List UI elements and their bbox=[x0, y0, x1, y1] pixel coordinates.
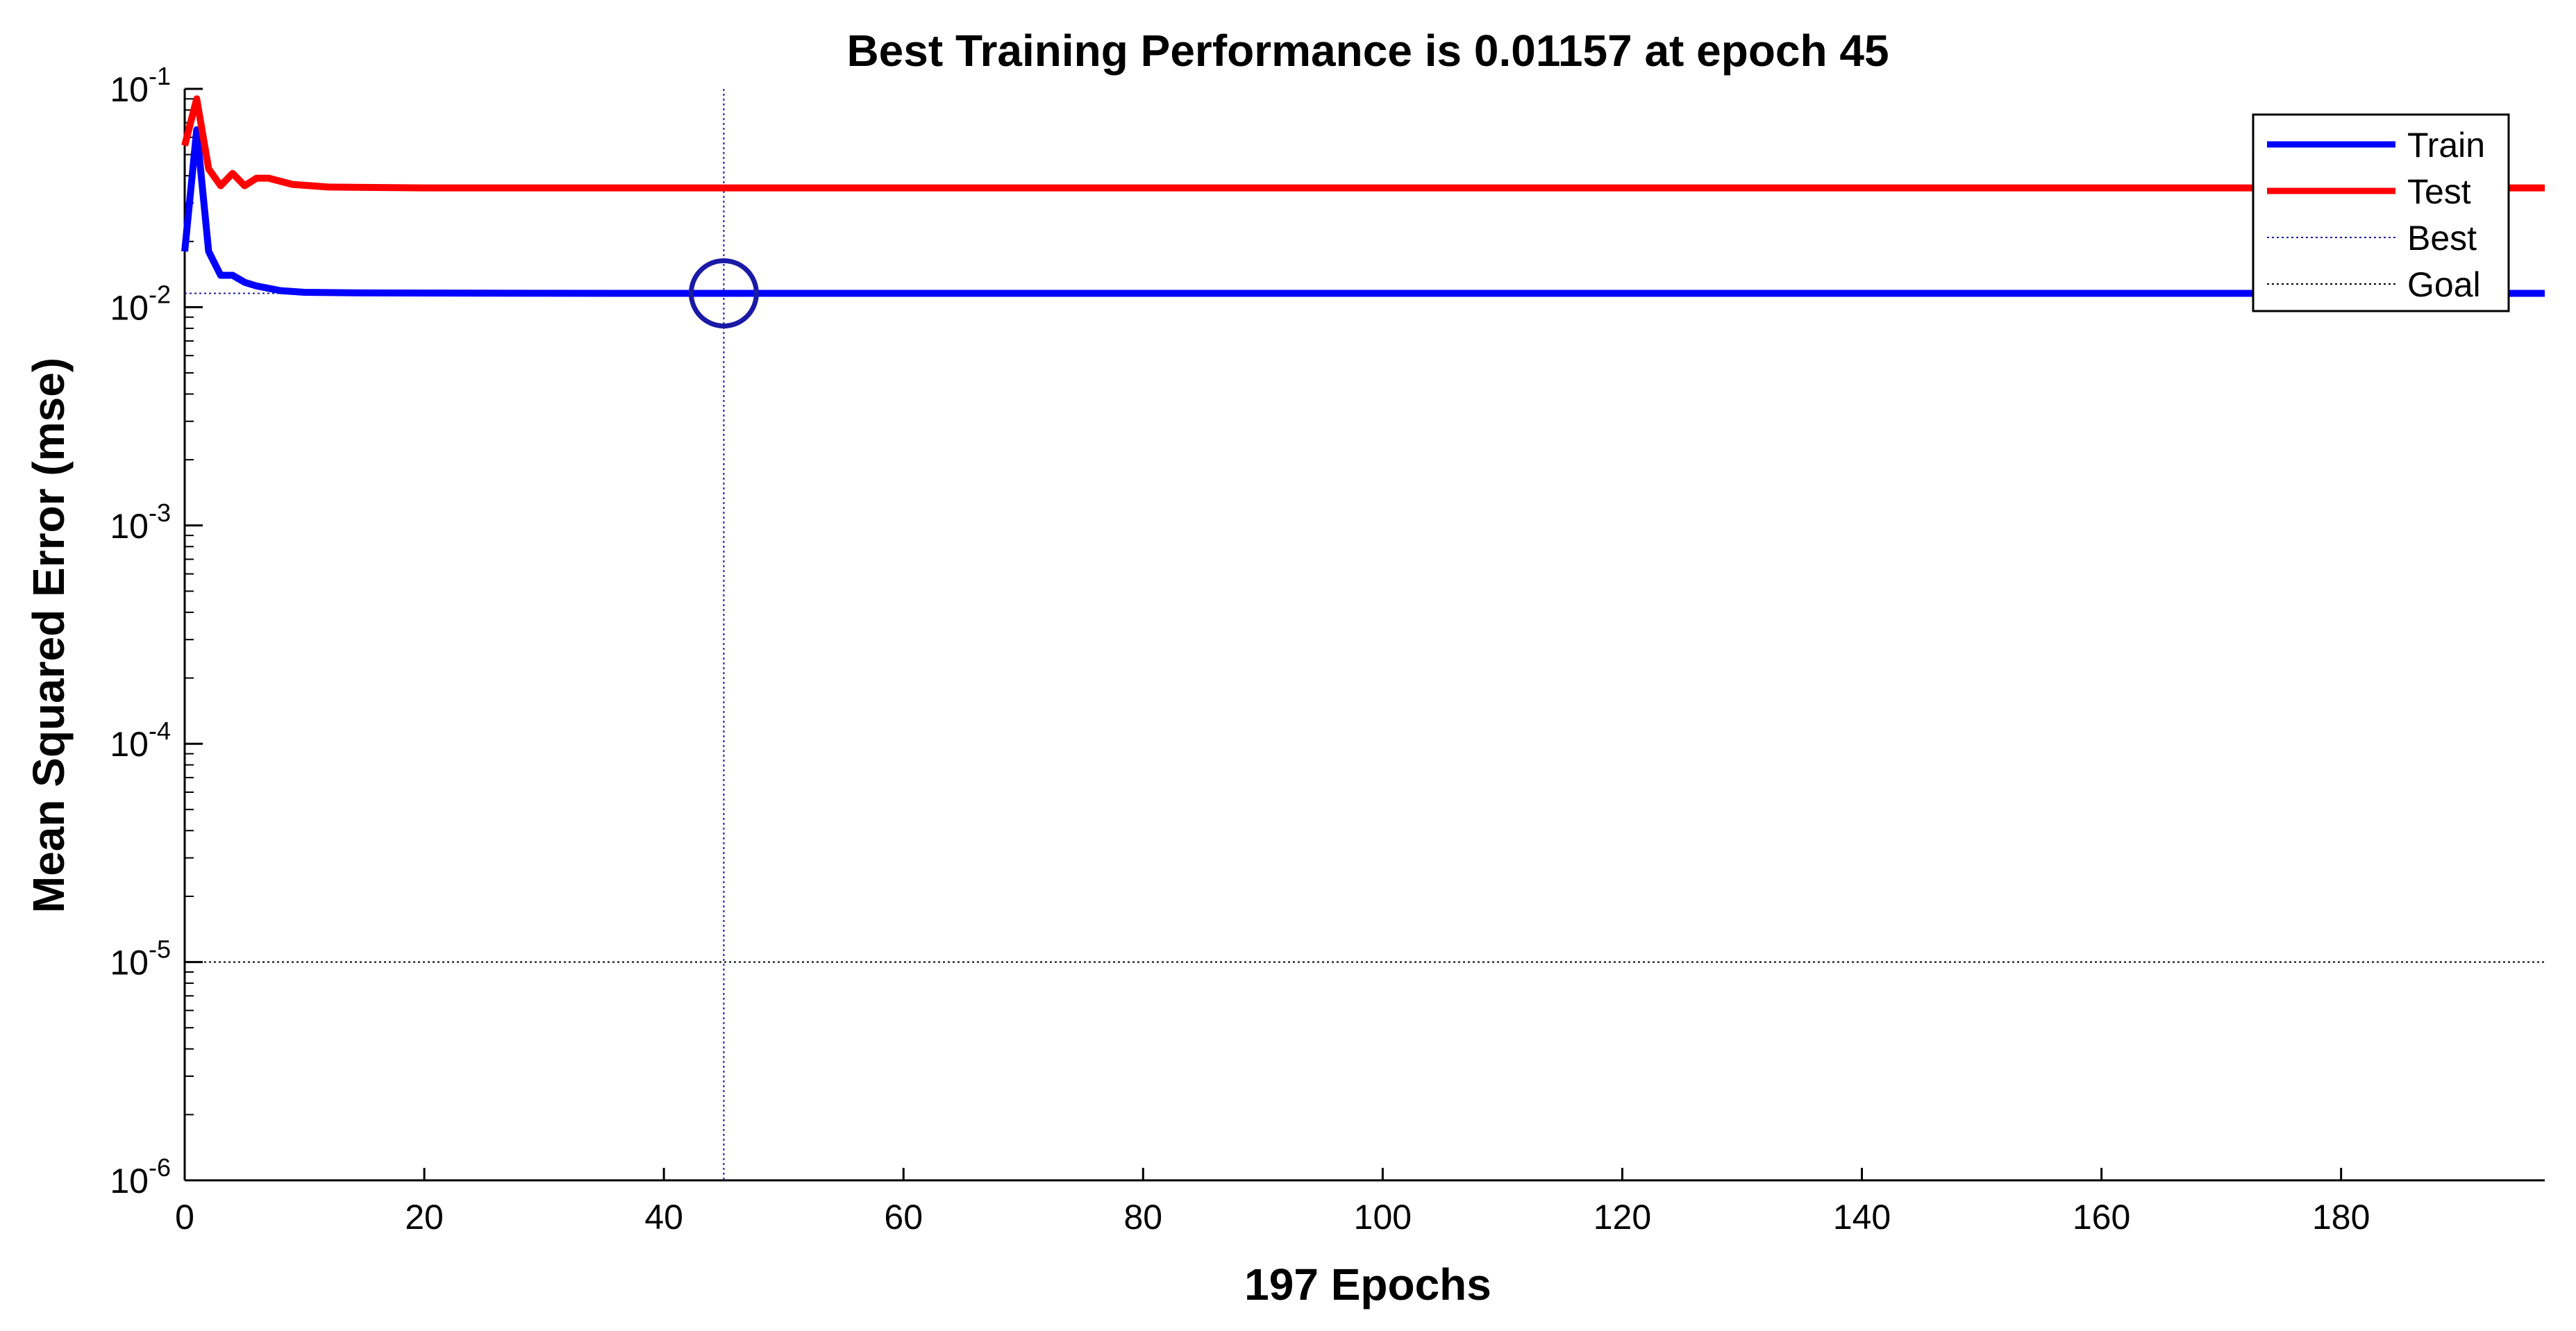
x-tick-label: 160 bbox=[2073, 1198, 2130, 1237]
series-line-train bbox=[181, 126, 2545, 297]
legend-label-goal: Goal bbox=[2407, 265, 2481, 304]
legend-label-train: Train bbox=[2407, 126, 2485, 165]
x-tick-label: 80 bbox=[1123, 1198, 1162, 1237]
x-tick-label: 140 bbox=[1833, 1198, 1891, 1237]
x-tick-label: 60 bbox=[884, 1198, 923, 1237]
y-tick-label: 10-6 bbox=[110, 1153, 171, 1200]
y-tick-label: 10-3 bbox=[110, 499, 171, 546]
legend: Train Test Best Goal bbox=[2252, 113, 2510, 312]
legend-label-best: Best bbox=[2407, 219, 2477, 258]
y-tick-label: 10-4 bbox=[110, 717, 171, 764]
x-tick-label: 180 bbox=[2312, 1198, 2370, 1237]
x-tick-label: 100 bbox=[1354, 1198, 1412, 1237]
x-axis-label: 197 Epochs bbox=[1244, 1259, 1491, 1309]
x-tick-label: 0 bbox=[175, 1198, 194, 1237]
y-axis-label: Mean Squared Error (mse) bbox=[24, 358, 74, 913]
series-line-test bbox=[181, 95, 2545, 192]
x-tick-label: 120 bbox=[1594, 1198, 1651, 1237]
best-marker-circle bbox=[688, 258, 759, 328]
legend-label-test: Test bbox=[2407, 172, 2471, 211]
y-tick-label: 10-5 bbox=[110, 935, 171, 982]
x-tick-label: 40 bbox=[644, 1198, 683, 1237]
chart-title: Best Training Performance is 0.01157 at … bbox=[846, 26, 1889, 76]
x-tick-label: 20 bbox=[405, 1198, 444, 1237]
y-tick-label: 10-2 bbox=[110, 280, 171, 327]
y-tick-label: 10-1 bbox=[110, 62, 171, 109]
plot-area: 0 20 40 60 80 100 120 140 160 180 10-6 10-5 10-4 10-3… bbox=[110, 62, 2545, 1237]
